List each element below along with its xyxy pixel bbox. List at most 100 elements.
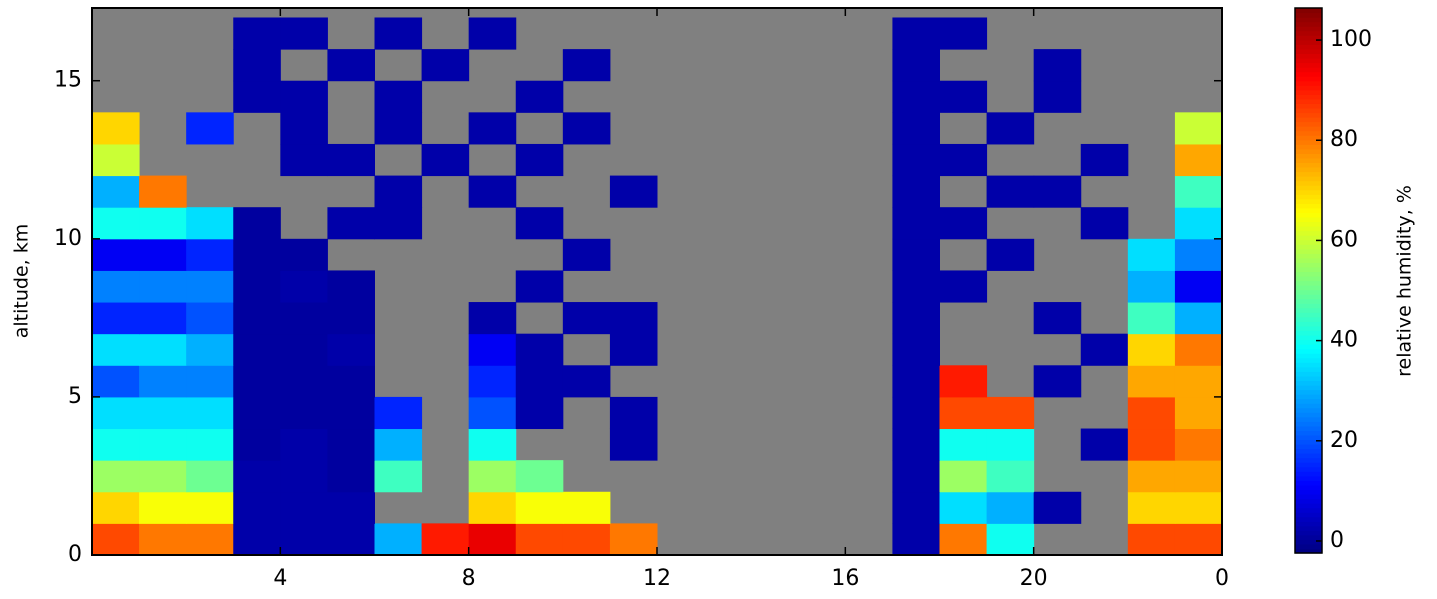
heatmap-cell	[515, 333, 564, 366]
colorbar-swatch	[1295, 98, 1322, 104]
y-tick-label: 10	[54, 226, 82, 251]
heatmap-cell	[939, 80, 988, 113]
colorbar-swatch	[1295, 375, 1322, 382]
colorbar-swatch	[1295, 394, 1322, 400]
heatmap-cell	[468, 175, 517, 208]
heatmap-cell	[421, 523, 470, 556]
colorbar-swatch	[1295, 194, 1322, 200]
heatmap-cell	[515, 143, 564, 177]
heatmap-cell	[468, 302, 517, 335]
heatmap-cell	[186, 523, 234, 556]
heatmap-cell	[892, 17, 940, 50]
heatmap-cell	[1127, 491, 1176, 524]
heatmap-cell	[92, 302, 140, 335]
colorbar-swatch	[1295, 294, 1322, 300]
colorbar-swatch	[1295, 117, 1322, 123]
colorbar-swatch	[1295, 107, 1322, 114]
heatmap-cell	[186, 333, 234, 366]
heatmap-cell	[562, 523, 611, 556]
x-tick-label: 12	[643, 566, 671, 591]
colorbar-tick-label: 0	[1330, 528, 1344, 553]
heatmap-cell	[939, 396, 988, 430]
heatmap-cell	[892, 270, 940, 303]
colorbar-swatch	[1295, 444, 1322, 450]
colorbar-swatch	[1295, 226, 1322, 232]
colorbar-swatch	[1295, 262, 1322, 268]
heatmap-cell	[92, 207, 140, 240]
colorbar-swatch	[1295, 148, 1322, 154]
colorbar-swatch	[1295, 521, 1322, 527]
heatmap-cell	[1174, 428, 1223, 461]
heatmap-cell	[892, 428, 940, 461]
heatmap-cell	[515, 396, 564, 430]
heatmap-cell	[327, 428, 375, 461]
heatmap-cell	[892, 333, 940, 366]
heatmap-cell	[986, 238, 1035, 271]
colorbar-swatch	[1295, 448, 1322, 454]
y-tick-label: 5	[68, 384, 82, 409]
heatmap-cell	[92, 491, 140, 524]
colorbar-tick-label: 40	[1330, 328, 1358, 353]
heatmap-cell	[468, 491, 517, 524]
heatmap-cell	[233, 365, 281, 398]
colorbar-swatch	[1295, 298, 1322, 304]
heatmap-cell	[92, 112, 140, 145]
colorbar-swatch	[1295, 235, 1322, 241]
heatmap-cell	[186, 302, 234, 335]
heatmap-cell	[986, 112, 1035, 145]
colorbar-swatch	[1295, 230, 1322, 236]
colorbar-swatch	[1295, 366, 1322, 372]
heatmap-cell	[892, 491, 940, 524]
colorbar-swatch	[1295, 548, 1322, 554]
colorbar-swatch	[1295, 316, 1322, 322]
heatmap-cell	[609, 333, 658, 366]
heatmap-cell	[280, 460, 328, 493]
heatmap-cell	[327, 460, 375, 493]
heatmap-cell	[468, 333, 517, 366]
heatmap-cell	[1033, 491, 1082, 524]
heatmap-cell	[1033, 175, 1082, 208]
colorbar-swatch	[1295, 162, 1322, 168]
heatmap-cell	[468, 112, 517, 145]
colorbar-swatch	[1295, 453, 1322, 459]
heatmap-cell	[233, 428, 281, 461]
heatmap-cell	[1174, 143, 1223, 177]
heatmap-cell	[468, 523, 517, 556]
heatmap-cell	[468, 396, 517, 430]
colorbar-swatch	[1295, 180, 1322, 186]
heatmap-cell	[280, 270, 328, 303]
colorbar-swatch	[1295, 512, 1322, 518]
heatmap-cell	[92, 333, 140, 366]
heatmap-cell	[186, 270, 234, 303]
colorbar-swatch	[1295, 380, 1322, 386]
heatmap-cell	[1080, 428, 1129, 461]
heatmap-cell	[1127, 365, 1176, 398]
colorbar-swatch	[1295, 71, 1322, 77]
heatmap-cell	[892, 523, 940, 556]
heatmap-cell	[186, 112, 234, 145]
y-axis-label: altitude, km	[11, 224, 33, 338]
colorbar-swatch	[1295, 266, 1322, 273]
colorbar-swatch	[1295, 285, 1322, 291]
x-tick-label: 20	[1020, 566, 1048, 591]
colorbar-swatch	[1295, 26, 1322, 32]
heatmap-cell	[186, 396, 234, 430]
heatmap-cell	[92, 460, 140, 493]
colorbar-swatch	[1295, 30, 1322, 36]
colorbar-tick-label: 60	[1330, 227, 1358, 252]
heatmap-cell	[986, 491, 1035, 524]
heatmap-cell	[92, 238, 140, 271]
heatmap-cell	[374, 175, 423, 208]
heatmap-cell	[562, 491, 611, 524]
heatmap-cell	[1174, 491, 1223, 524]
heatmap-cell	[186, 460, 234, 493]
colorbar-swatch	[1295, 525, 1322, 531]
heatmap-cell	[1080, 143, 1129, 177]
heatmap-cell	[1127, 428, 1176, 461]
heatmap-cell	[892, 365, 940, 398]
heatmap-cell	[1174, 270, 1223, 303]
heatmap-cell	[280, 302, 328, 335]
heatmap-cell	[327, 491, 375, 524]
colorbar-swatch	[1295, 21, 1322, 27]
heatmap-cell	[1127, 302, 1176, 335]
